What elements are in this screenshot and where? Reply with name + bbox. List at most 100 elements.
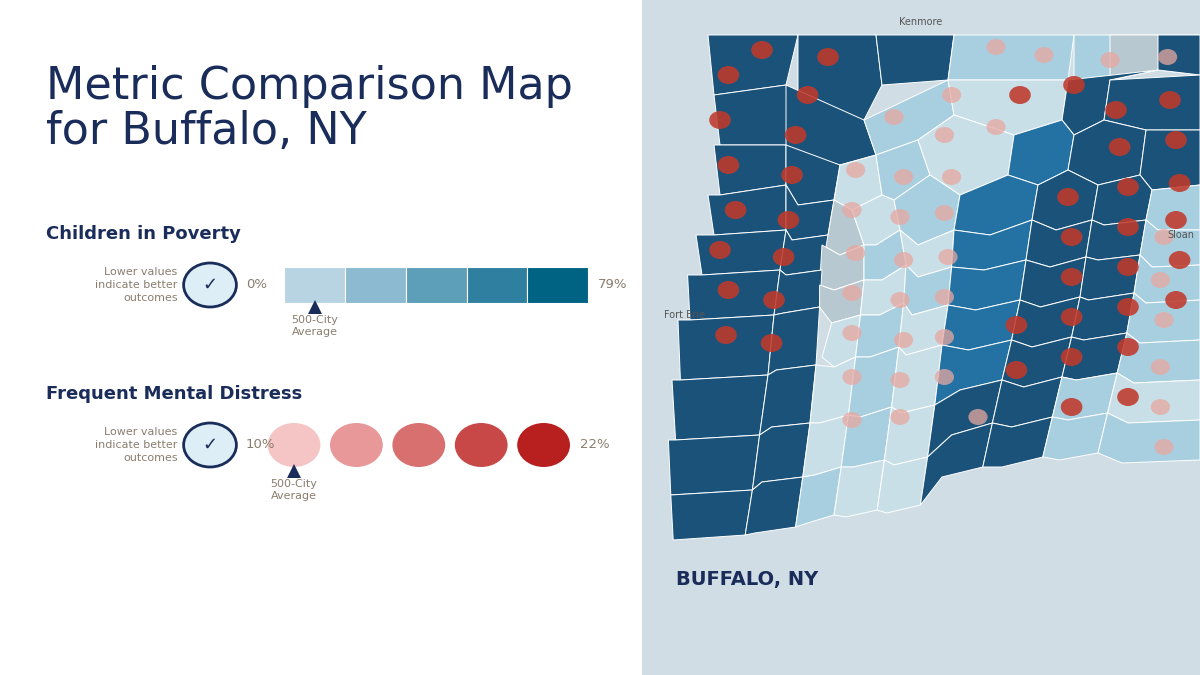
- Text: 500-City
Average: 500-City Average: [270, 479, 318, 502]
- Polygon shape: [688, 270, 780, 320]
- Circle shape: [1063, 76, 1085, 94]
- Circle shape: [1006, 316, 1027, 334]
- Bar: [406, 267, 467, 303]
- Polygon shape: [820, 280, 864, 323]
- Circle shape: [846, 245, 865, 261]
- Polygon shape: [1068, 120, 1146, 185]
- Polygon shape: [876, 140, 930, 200]
- Text: BUFFALO, NY: BUFFALO, NY: [676, 570, 818, 589]
- Circle shape: [842, 369, 862, 385]
- Polygon shape: [1146, 185, 1200, 230]
- Text: Lower values
indicate better
outcomes: Lower values indicate better outcomes: [95, 267, 178, 303]
- Polygon shape: [834, 460, 884, 517]
- Polygon shape: [1012, 297, 1080, 347]
- Circle shape: [751, 41, 773, 59]
- Circle shape: [890, 409, 910, 425]
- Text: 500-City
Average: 500-City Average: [292, 315, 338, 338]
- Circle shape: [894, 169, 913, 185]
- Text: Kenmore: Kenmore: [899, 17, 942, 27]
- Polygon shape: [1020, 257, 1086, 307]
- Polygon shape: [1062, 333, 1127, 380]
- Polygon shape: [752, 423, 810, 490]
- Circle shape: [1117, 178, 1139, 196]
- Polygon shape: [1140, 130, 1200, 190]
- Circle shape: [1154, 229, 1174, 245]
- Text: Sloan: Sloan: [1166, 230, 1194, 240]
- Circle shape: [1169, 251, 1190, 269]
- Polygon shape: [852, 195, 900, 245]
- Circle shape: [725, 201, 746, 219]
- Circle shape: [797, 86, 818, 104]
- Text: ✓: ✓: [203, 436, 217, 454]
- Circle shape: [1117, 258, 1139, 276]
- Polygon shape: [860, 265, 906, 315]
- Circle shape: [938, 249, 958, 265]
- Polygon shape: [786, 185, 834, 240]
- Polygon shape: [1052, 373, 1117, 420]
- Bar: [346, 267, 406, 303]
- Text: 10%: 10%: [246, 439, 276, 452]
- Polygon shape: [774, 270, 822, 315]
- Polygon shape: [935, 340, 1012, 405]
- Polygon shape: [796, 467, 841, 527]
- Circle shape: [1006, 361, 1027, 379]
- Circle shape: [1117, 388, 1139, 406]
- Polygon shape: [708, 185, 786, 235]
- Polygon shape: [768, 307, 820, 375]
- Polygon shape: [714, 85, 822, 145]
- Polygon shape: [1108, 373, 1200, 423]
- Polygon shape: [1080, 255, 1140, 300]
- Polygon shape: [1110, 35, 1200, 80]
- Circle shape: [785, 126, 806, 144]
- Polygon shape: [1062, 70, 1158, 135]
- Polygon shape: [1098, 413, 1200, 463]
- Polygon shape: [856, 303, 904, 357]
- Circle shape: [184, 423, 236, 467]
- Bar: [284, 267, 346, 303]
- Polygon shape: [900, 230, 954, 277]
- Text: Metric Comparison Map: Metric Comparison Map: [46, 65, 572, 108]
- Circle shape: [773, 248, 794, 266]
- Circle shape: [935, 289, 954, 305]
- Circle shape: [1151, 359, 1170, 375]
- Circle shape: [1057, 188, 1079, 206]
- Polygon shape: [834, 155, 882, 210]
- Circle shape: [935, 329, 954, 345]
- Circle shape: [718, 66, 739, 84]
- Polygon shape: [864, 80, 954, 155]
- Text: for Buffalo, NY: for Buffalo, NY: [46, 110, 366, 153]
- Circle shape: [1154, 439, 1174, 455]
- Polygon shape: [822, 200, 864, 255]
- Circle shape: [1100, 52, 1120, 68]
- Polygon shape: [904, 265, 952, 315]
- Circle shape: [1169, 174, 1190, 192]
- Polygon shape: [1002, 337, 1072, 387]
- Circle shape: [715, 326, 737, 344]
- Circle shape: [709, 241, 731, 259]
- Circle shape: [942, 87, 961, 103]
- Polygon shape: [948, 260, 1026, 310]
- Circle shape: [1061, 348, 1082, 366]
- Circle shape: [842, 285, 862, 301]
- Polygon shape: [668, 435, 760, 495]
- Text: Lower values
indicate better
outcomes: Lower values indicate better outcomes: [95, 427, 178, 463]
- Circle shape: [890, 292, 910, 308]
- Text: Children in Poverty: Children in Poverty: [46, 225, 240, 243]
- Polygon shape: [918, 115, 1014, 195]
- Circle shape: [709, 111, 731, 129]
- Polygon shape: [745, 477, 803, 535]
- Circle shape: [778, 211, 799, 229]
- Polygon shape: [1072, 293, 1134, 340]
- Polygon shape: [798, 35, 882, 130]
- Circle shape: [890, 209, 910, 225]
- Polygon shape: [671, 490, 752, 540]
- Circle shape: [1165, 291, 1187, 309]
- Polygon shape: [678, 315, 774, 380]
- Circle shape: [968, 409, 988, 425]
- Circle shape: [1061, 398, 1082, 416]
- Polygon shape: [899, 303, 948, 355]
- Circle shape: [894, 252, 913, 268]
- Polygon shape: [1032, 170, 1098, 230]
- Polygon shape: [672, 375, 768, 440]
- Circle shape: [517, 423, 570, 467]
